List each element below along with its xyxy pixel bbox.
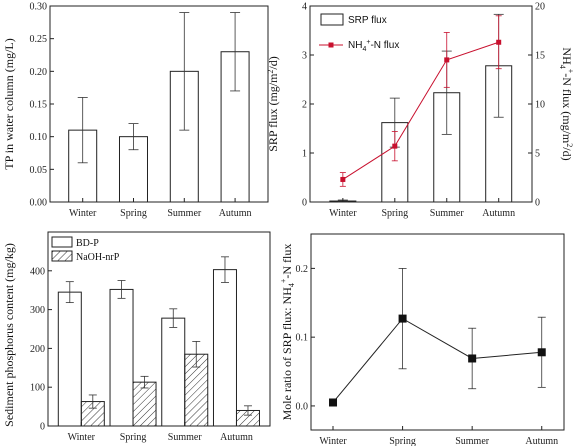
ratio-ytick-label-0: 0.0 bbox=[296, 401, 309, 412]
ratio-xtick-label-2: Summer bbox=[455, 436, 490, 446]
ratio-ytick-label-2: 0.2 bbox=[296, 264, 309, 275]
sediment-xtick-label-0: Winter bbox=[68, 432, 96, 443]
nh4-flux-line bbox=[342, 41, 499, 180]
sediment-ytick-label-4: 400 bbox=[30, 266, 45, 277]
legend-naoh-label: NaOH-nrP bbox=[76, 252, 120, 263]
srp-xtick-label-1: Spring bbox=[381, 208, 408, 219]
tp-xtick-label-1: Spring bbox=[120, 208, 147, 219]
sediment-ytick-label-1: 100 bbox=[30, 383, 45, 394]
ratio-xtick-label-0: Winter bbox=[319, 436, 347, 446]
nh4-ytick-label-0: 0 bbox=[535, 198, 540, 209]
tp-xtick-label-2: Summer bbox=[167, 208, 202, 219]
srp-xtick-label-0: Winter bbox=[329, 208, 357, 219]
tp-y-axis-label: TP in water column (mg/L) bbox=[2, 38, 16, 170]
ratio-line bbox=[332, 317, 542, 403]
srp-y-axis-label: SRP flux (mg/m2/d) bbox=[266, 56, 280, 152]
nh4-point-autumn bbox=[496, 39, 502, 45]
bdp-bar-winter bbox=[57, 291, 82, 427]
bdp-bar-summer bbox=[161, 317, 186, 427]
nh4-point-spring bbox=[392, 143, 398, 149]
legend-bdp-label: BD-P bbox=[76, 238, 99, 249]
sediment-xtick-label-1: Spring bbox=[120, 432, 147, 443]
tp-ytick-label-4: 0.20 bbox=[30, 67, 48, 78]
ratio-ytick-label-1: 0.1 bbox=[296, 333, 309, 344]
tp-ytick-label-5: 0.25 bbox=[30, 34, 48, 45]
nh4-ytick-label-3: 15 bbox=[535, 51, 545, 62]
nh4-ytick-label-1: 5 bbox=[535, 149, 540, 160]
nh4-y-axis-label: NH4+-N flux (mg/m2/d) bbox=[558, 47, 575, 160]
tp-ytick-label-2: 0.10 bbox=[30, 132, 48, 143]
tp-water-panel: TP in water column (mg/L) 0.00 0.05 0.10 0.… bbox=[2, 2, 269, 219]
tp-xtick-label-3: Autumn bbox=[219, 208, 252, 219]
tp-ytick-label-0: 0.00 bbox=[30, 198, 48, 209]
nh4-point-winter bbox=[340, 176, 346, 182]
bdp-bar-spring bbox=[109, 288, 134, 427]
srp-nh4-panel: SRP flux (mg/m2/d) NH4+-N flux (mg/m2/d)… bbox=[266, 2, 575, 220]
naoh-bar-spring bbox=[132, 381, 157, 427]
srp-xtick-label-3: Autumn bbox=[482, 208, 515, 219]
ratio-point-summer bbox=[468, 354, 477, 363]
tp-ytick-label-3: 0.15 bbox=[30, 100, 48, 111]
ratio-y-axis-label: Mole ratio of SRP flux: NH4+-N flux bbox=[279, 244, 296, 421]
sediment-plot-frame bbox=[47, 231, 271, 427]
srp-ytick-label-1: 1 bbox=[302, 149, 307, 160]
legend-nh4-marker bbox=[328, 42, 334, 48]
legend-srp-label: SRP flux bbox=[348, 15, 387, 26]
nh4-ytick-label-4: 20 bbox=[535, 2, 545, 13]
ratio-xtick-label-3: Autumn bbox=[525, 436, 558, 446]
tp-ytick-label-1: 0.05 bbox=[30, 165, 48, 176]
srp-xtick-label-2: Summer bbox=[430, 208, 465, 219]
sediment-p-panel: Sediment phosphorus content (mg/kg) BD-P… bbox=[2, 231, 271, 443]
sediment-legend: BD-P NaOH-nrP bbox=[51, 236, 120, 263]
srp-ytick-label-0: 0 bbox=[302, 198, 307, 209]
sediment-xtick-label-3: Autumn bbox=[220, 432, 253, 443]
sediment-ytick-label-0: 0 bbox=[40, 422, 45, 433]
ratio-xtick-label-1: Spring bbox=[389, 436, 416, 446]
sediment-y-axis-label: Sediment phosphorus content (mg/kg) bbox=[2, 243, 16, 427]
mole-ratio-panel: Mole ratio of SRP flux: NH4+-N flux 0.0 0… bbox=[279, 233, 565, 446]
tp-ytick-label-6: 0.30 bbox=[30, 2, 48, 13]
ratio-point-autumn bbox=[537, 348, 546, 357]
srp-ytick-label-3: 3 bbox=[302, 51, 307, 62]
legend-nh4-label: NH4+-N flux bbox=[348, 39, 399, 53]
ratio-plot-frame bbox=[310, 233, 565, 431]
srp-legend: SRP flux NH4+-N flux bbox=[319, 13, 399, 53]
ratio-point-spring bbox=[398, 314, 407, 323]
tp-xtick-label-0: Winter bbox=[69, 208, 97, 219]
ratio-point-winter bbox=[329, 398, 338, 407]
srp-ytick-label-4: 4 bbox=[302, 2, 307, 13]
legend-naoh-swatch bbox=[51, 250, 73, 262]
nh4-ytick-label-2: 10 bbox=[535, 100, 545, 111]
legend-bdp-swatch bbox=[51, 236, 73, 248]
sediment-ytick-label-2: 200 bbox=[30, 344, 45, 355]
srp-ytick-label-2: 2 bbox=[302, 100, 307, 111]
legend-srp-swatch bbox=[320, 13, 344, 26]
sediment-xtick-label-2: Summer bbox=[168, 432, 203, 443]
bdp-bar-autumn bbox=[212, 269, 237, 427]
nh4-point-summer bbox=[444, 57, 450, 63]
sediment-ytick-label-3: 300 bbox=[30, 305, 45, 316]
